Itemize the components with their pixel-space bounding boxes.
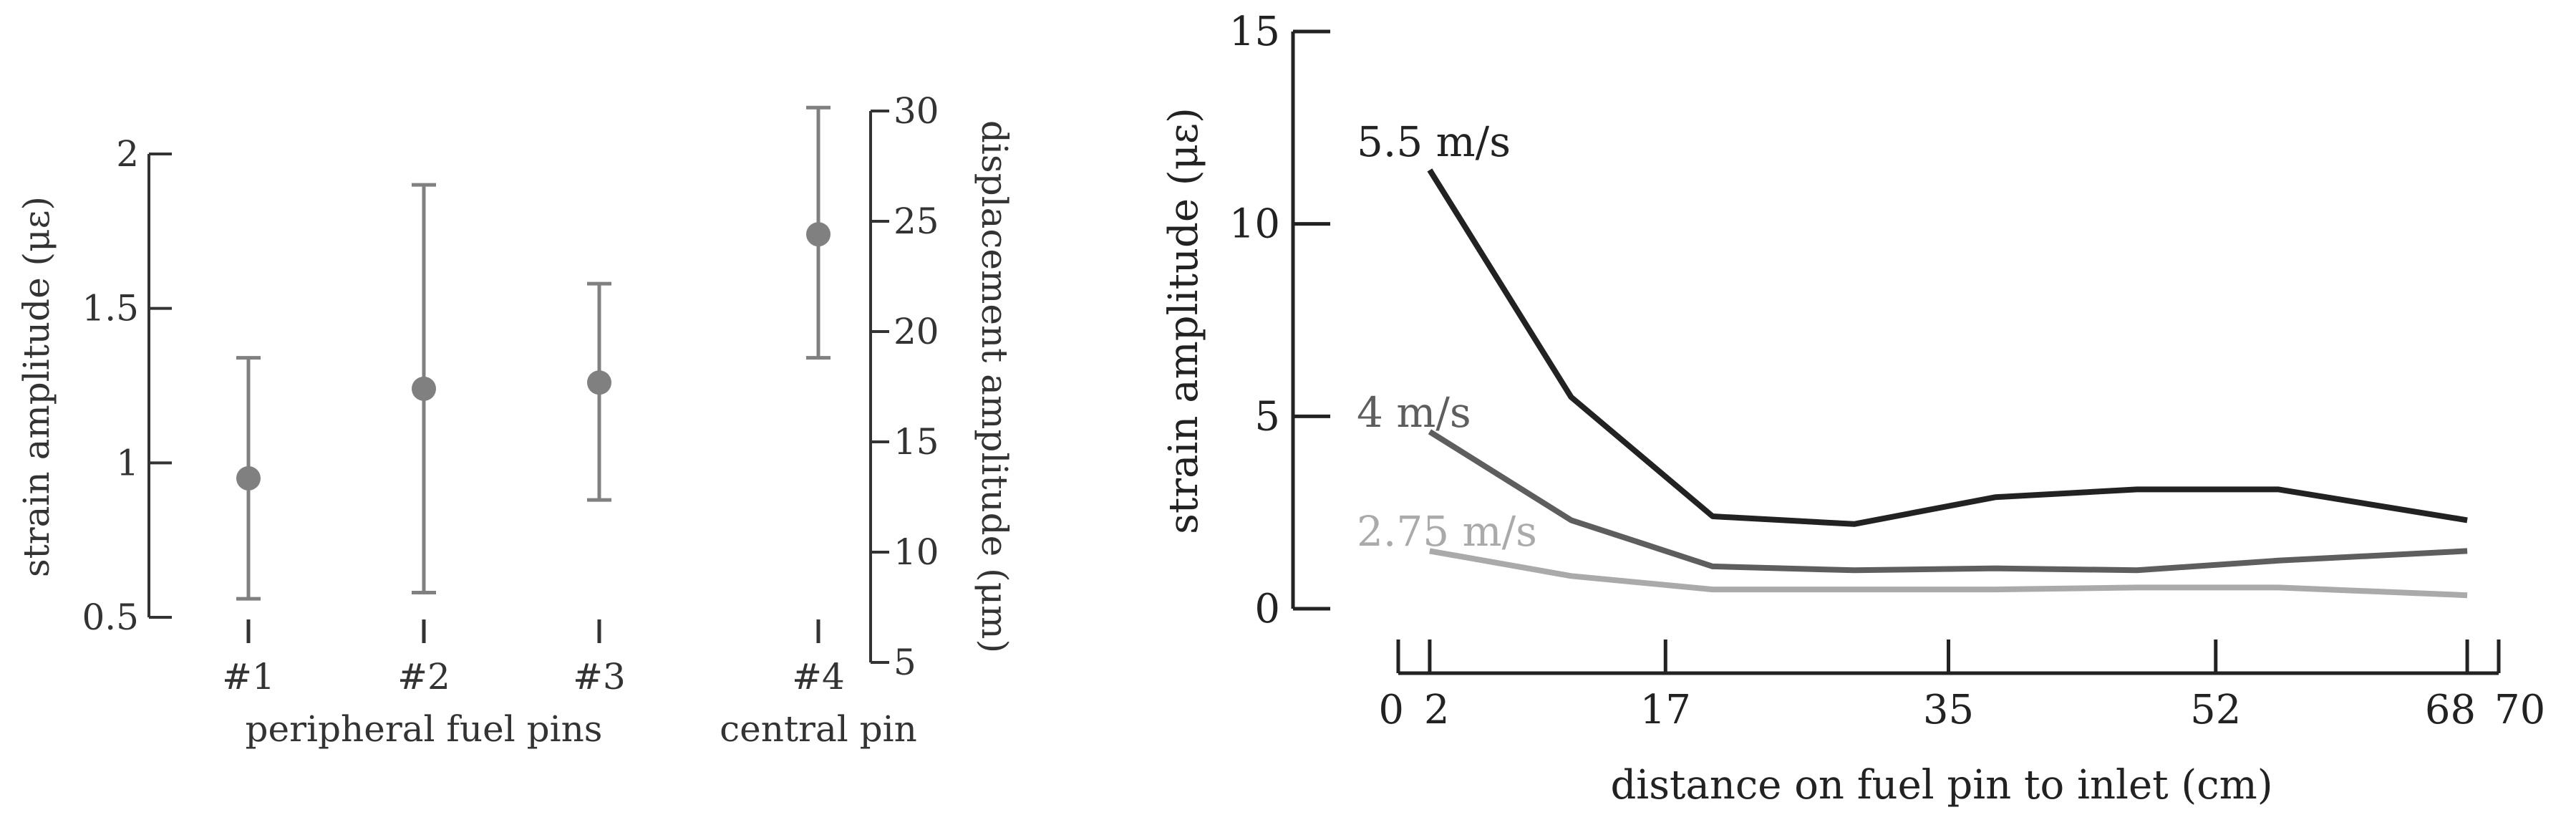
right-y-axis-title: displacement amplitude (μm) <box>974 120 1015 653</box>
category-label: #4 <box>792 656 845 698</box>
right-y-tick-label: 30 <box>894 90 939 132</box>
x-tick-label: 70 <box>2494 687 2545 733</box>
right-y-tick-label: 15 <box>894 421 939 463</box>
series-label: 5.5 m/s <box>1357 117 1511 166</box>
data-point <box>236 465 261 491</box>
x-tick-label: 17 <box>1640 687 1691 733</box>
data-point <box>412 376 436 401</box>
right-y-tick-label: 10 <box>894 531 939 573</box>
right-y-tick-label: 5 <box>894 642 916 683</box>
x-tick-label: 0 <box>1378 687 1404 733</box>
y-axis-title: strain amplitude (με) <box>1161 107 1207 534</box>
y-tick-label: 0 <box>1254 586 1280 632</box>
left-y-tick-label: 1.5 <box>82 288 139 329</box>
group-label-peripheral: peripheral fuel pins <box>246 708 603 750</box>
y-tick-label: 10 <box>1229 201 1280 248</box>
category-label: #2 <box>397 656 450 698</box>
left-chart: 0.5 1 1.5 2 strain amplitude (με) 5 10 15 20 25 30… <box>16 90 1015 750</box>
right-y-tick-label: 25 <box>894 201 939 242</box>
x-tick-label: 68 <box>2425 687 2476 733</box>
left-y-tick-label: 2 <box>116 133 139 175</box>
category-label: #1 <box>222 656 275 698</box>
x-tick-label: 2 <box>1424 687 1450 733</box>
series-label: 2.75 m/s <box>1357 507 1537 556</box>
data-point <box>587 370 611 395</box>
left-y-tick-label: 0.5 <box>82 597 139 638</box>
x-axis-title: distance on fuel pin to inlet (cm) <box>1610 762 2272 809</box>
data-point <box>806 222 831 247</box>
group-label-central: central pin <box>720 708 917 750</box>
series-line <box>1428 429 2468 574</box>
series-label: 4 m/s <box>1357 388 1471 437</box>
y-tick-label: 15 <box>1229 9 1280 55</box>
category-label: #3 <box>573 656 626 698</box>
left-y-tick-label: 1 <box>116 442 139 483</box>
right-y-tick-label: 20 <box>894 311 939 352</box>
series-line <box>1427 168 2468 527</box>
left-y-axis-title: strain amplitude (με) <box>16 196 57 577</box>
x-tick-label: 35 <box>1923 687 1974 733</box>
y-tick-label: 5 <box>1254 393 1280 440</box>
series-line <box>1429 548 2468 599</box>
x-tick-label: 52 <box>2190 687 2241 733</box>
